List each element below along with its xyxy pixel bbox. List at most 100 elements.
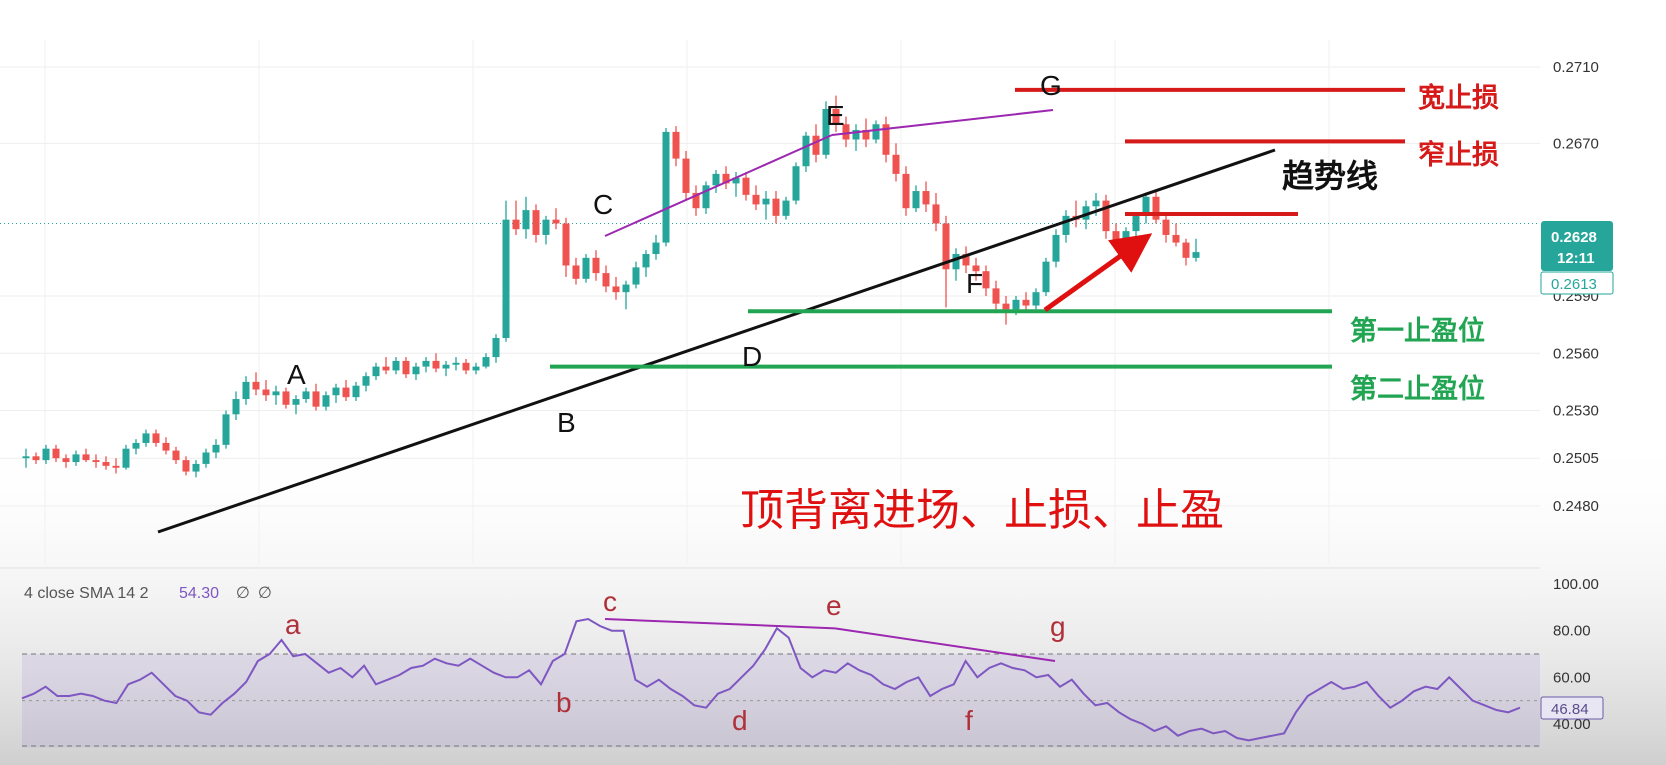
candle-body	[552, 219, 560, 224]
candle-body	[1112, 231, 1120, 243]
candle-body	[622, 284, 630, 293]
price-badge-secondary-bg	[1540, 271, 1614, 295]
tp1-label: 第一止盈位	[1350, 315, 1485, 347]
candle-body	[152, 433, 160, 443]
candle-body	[1192, 252, 1200, 258]
candle-body	[222, 414, 230, 445]
candle-body	[952, 254, 960, 270]
candle-body	[162, 442, 170, 451]
rsi-label-e: e	[826, 590, 842, 621]
candle-body	[282, 391, 290, 405]
candle-body	[782, 200, 790, 216]
candle-body	[1052, 234, 1060, 262]
candle-body	[582, 257, 590, 279]
rsi-divergence-ce	[604, 618, 836, 630]
candle-body	[792, 166, 800, 201]
trend-line-label: 趋势线	[1282, 157, 1378, 195]
candle-body	[202, 452, 210, 464]
candle-body	[172, 450, 180, 461]
price-badge-timer: 12:11	[1557, 250, 1595, 267]
price-badge-secondary-text: 0.2613	[1551, 276, 1597, 293]
trend-line	[157, 148, 1276, 534]
candle-body	[702, 185, 710, 209]
candle-body	[1012, 299, 1020, 310]
point-label-a: A	[287, 359, 306, 390]
price-badge-last-text: 0.2628	[1551, 229, 1597, 246]
candle-body	[242, 381, 250, 400]
divergence-line-ce	[604, 134, 833, 237]
candle-body	[612, 286, 620, 293]
candle-body	[122, 448, 130, 468]
divergence-line-eg	[831, 109, 1054, 136]
candle-body	[422, 360, 430, 367]
chart-title: 顶背离进场、止损、止盈	[740, 485, 1224, 536]
candle-body	[522, 210, 530, 230]
candle-body	[752, 194, 760, 205]
point-label-c: C	[593, 189, 613, 220]
candle-body	[652, 242, 660, 255]
candle-body	[572, 265, 580, 279]
candle-body	[392, 360, 400, 371]
candle-body	[322, 395, 330, 407]
rsi-axis: 100.00 80.00 60.00 40.00	[1553, 576, 1599, 733]
rsi-label-f: f	[965, 705, 973, 736]
candle-body	[542, 219, 550, 235]
rsi-label-a: a	[285, 609, 301, 640]
candle-body	[532, 210, 540, 235]
candle-body	[92, 460, 100, 463]
candle-body	[492, 337, 500, 358]
candle-body	[1172, 234, 1180, 243]
candle-body	[1102, 200, 1110, 232]
candle-body	[272, 391, 280, 396]
candle-body	[62, 458, 70, 463]
rsi-badge-text: 46.84	[1551, 701, 1589, 718]
point-label-d: D	[742, 341, 762, 372]
price-tick-label: 0.2480	[1553, 498, 1599, 515]
rsi-title: 4 close SMA 14 2	[24, 585, 149, 602]
price-grid	[0, 40, 1540, 565]
candle-body	[942, 223, 950, 270]
candle-body	[812, 135, 820, 155]
candle-body	[372, 366, 380, 377]
candle-body	[852, 129, 860, 140]
candle-body	[1122, 231, 1130, 243]
candle-body	[922, 191, 930, 205]
rsi-pane	[21, 617, 1540, 748]
rsi-na-1: ∅	[236, 585, 250, 602]
entry-arrow	[1043, 233, 1153, 313]
point-label-b: B	[557, 407, 576, 438]
candle-body	[512, 219, 520, 230]
candle-body	[72, 454, 80, 463]
candle-body	[362, 376, 370, 386]
candle-body	[842, 124, 850, 140]
candle-body	[452, 362, 460, 365]
candle-body	[342, 387, 350, 398]
candle-body	[972, 265, 980, 272]
candle-body	[442, 364, 450, 369]
candle-body	[692, 192, 700, 209]
candle-body	[892, 154, 900, 174]
rsi-label-b: b	[556, 687, 572, 718]
candle-body	[262, 389, 270, 396]
point-label-f: F	[966, 268, 983, 299]
candle-body	[1082, 206, 1090, 220]
candle-body	[432, 360, 440, 369]
candle-body	[1152, 196, 1160, 220]
price-tick-label: 0.2670	[1553, 135, 1599, 152]
candle-body	[1132, 215, 1140, 232]
candle-body	[312, 391, 320, 407]
candle-body	[1162, 219, 1170, 235]
candle-body	[682, 158, 690, 193]
candle-body	[412, 366, 420, 375]
candle-body	[642, 254, 650, 268]
rsi-tick-label: 40.00	[1553, 716, 1591, 733]
candle-body	[982, 271, 990, 289]
candle-body	[252, 381, 260, 390]
candle-body	[992, 288, 1000, 304]
rsi-tick-label: 80.00	[1553, 623, 1591, 640]
candle-body	[802, 135, 810, 167]
narrow-stop-label: 窄止损	[1418, 139, 1499, 171]
candle-body	[822, 108, 830, 155]
